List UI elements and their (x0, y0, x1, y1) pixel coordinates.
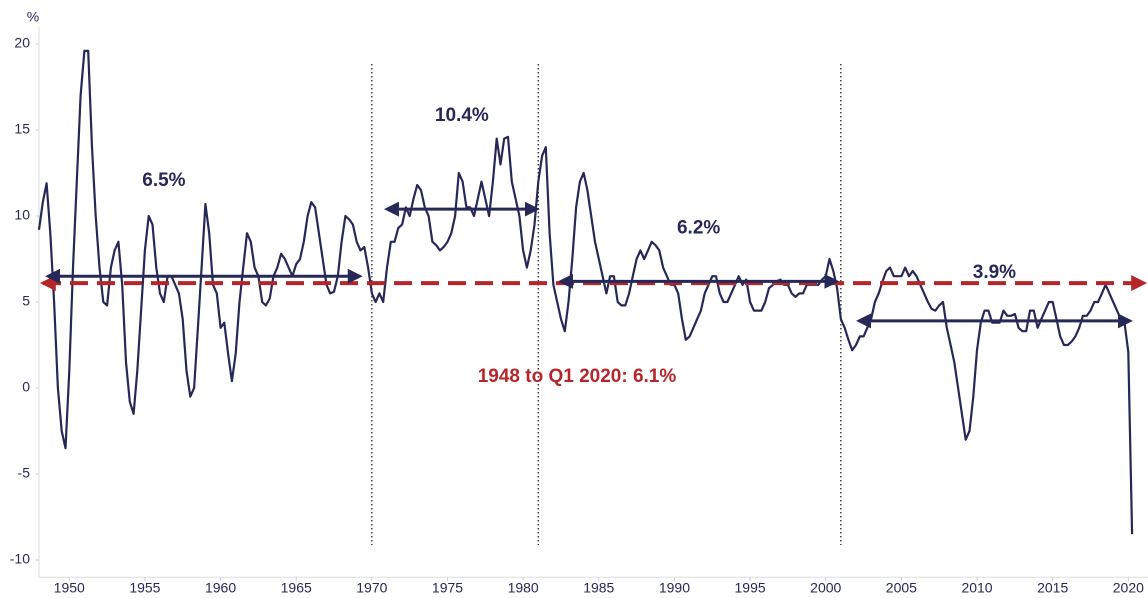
period-label: 6.2% (677, 217, 720, 238)
x-tick-label: 1990 (659, 580, 690, 596)
x-tick-label: 1965 (281, 580, 312, 596)
x-tick-label: 1980 (508, 580, 539, 596)
y-tick-label: -10 (10, 551, 30, 567)
x-tick-label: 2015 (1037, 580, 1068, 596)
y-tick-label: -5 (18, 465, 31, 481)
period-label: 3.9% (973, 262, 1016, 283)
data-line (37, 49, 1134, 535)
x-tick-label: 1955 (129, 580, 160, 596)
y-tick-label: 20 (14, 35, 30, 51)
y-axis-label: % (27, 9, 39, 25)
period-label: 10.4% (435, 105, 489, 126)
x-tick-label: 1975 (432, 580, 463, 596)
y-tick-label: 15 (14, 121, 30, 137)
x-tick-label: 1970 (356, 580, 387, 596)
x-tick-label: 1995 (735, 580, 766, 596)
y-tick-label: 5 (22, 293, 30, 309)
y-tick-label: 0 (22, 379, 30, 395)
average-label: 1948 to Q1 2020: 6.1% (478, 366, 677, 387)
x-tick-label: 1950 (54, 580, 85, 596)
x-tick-label: 2020 (1113, 580, 1144, 596)
y-tick-label: 10 (14, 207, 30, 223)
x-tick-label: 1985 (583, 580, 614, 596)
x-tick-label: 2005 (886, 580, 917, 596)
period-label: 6.5% (142, 170, 185, 191)
x-tick-label: 1960 (205, 580, 236, 596)
x-tick-label: 2010 (961, 580, 992, 596)
x-tick-label: 2000 (810, 580, 841, 596)
